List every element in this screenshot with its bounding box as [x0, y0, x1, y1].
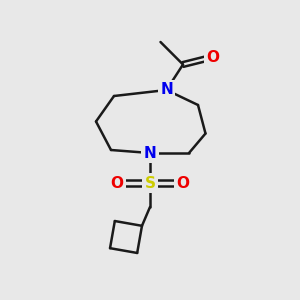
- Text: O: O: [206, 50, 220, 64]
- Text: S: S: [145, 176, 155, 190]
- Text: O: O: [176, 176, 190, 190]
- Text: N: N: [160, 82, 173, 98]
- Text: N: N: [144, 146, 156, 160]
- Text: O: O: [110, 176, 124, 190]
